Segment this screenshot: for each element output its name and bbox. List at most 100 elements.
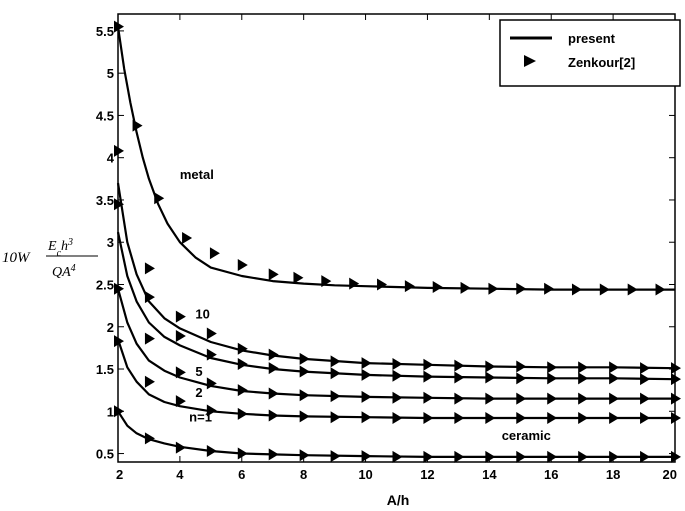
marker-5 — [144, 291, 155, 304]
marker-2 — [485, 392, 496, 405]
marker-ceramic — [114, 405, 124, 418]
y-axis-ticks: 0.5 1 1.5 2 2.5 3 3.5 4 4.5 5 5.5 — [96, 24, 675, 462]
legend-entry-zenkour: Zenkour[2] — [568, 55, 635, 70]
series-metal — [114, 20, 675, 296]
marker-n-1 — [206, 404, 217, 417]
x-tick-label: 14 — [482, 467, 497, 482]
series-group — [114, 20, 681, 463]
marker-5 — [299, 365, 310, 378]
x-tick-label: 2 — [116, 467, 123, 482]
marker-10 — [268, 348, 279, 361]
marker-2 — [330, 390, 341, 403]
marker-ceramic — [609, 450, 620, 463]
y-tick-label: 5 — [107, 66, 114, 81]
marker-metal — [377, 278, 388, 291]
series-label-metal: metal — [180, 167, 214, 182]
x-axis-label: A/h — [387, 492, 410, 508]
marker-metal — [114, 20, 124, 33]
x-tick-label: 16 — [544, 467, 558, 482]
marker-n-1 — [454, 412, 465, 425]
marker-metal — [154, 192, 165, 205]
marker-metal — [544, 282, 555, 295]
marker-5 — [330, 367, 341, 380]
y-tick-label: 4.5 — [96, 108, 114, 123]
marker-2 — [175, 366, 186, 379]
marker-2 — [206, 377, 217, 390]
plot-area — [117, 13, 676, 463]
marker-2 — [640, 392, 651, 405]
marker-5 — [578, 372, 589, 385]
marker-5 — [175, 330, 186, 343]
marker-5 — [640, 373, 651, 386]
marker-5 — [609, 372, 620, 385]
series-label-2: 2 — [195, 385, 202, 400]
x-tick-label: 4 — [176, 467, 184, 482]
marker-ceramic — [516, 450, 527, 463]
marker-2 — [454, 392, 465, 405]
marker-2 — [268, 387, 279, 400]
marker-n-1 — [114, 335, 124, 348]
series-line-2 — [116, 288, 675, 400]
marker-ceramic — [361, 450, 372, 463]
marker-metal — [432, 281, 443, 294]
plot-frame — [117, 13, 676, 463]
marker-5 — [392, 369, 403, 382]
marker-5 — [516, 372, 527, 385]
x-axis-ticks: 2 4 6 8 10 12 14 16 18 20 — [116, 14, 677, 482]
marker-10 — [516, 360, 527, 373]
y-tick-label: 3.5 — [96, 193, 114, 208]
series-n-1 — [114, 335, 681, 425]
marker-ceramic — [454, 450, 465, 463]
marker-10 — [175, 310, 186, 323]
marker-5 — [485, 371, 496, 384]
marker-10 — [454, 359, 465, 372]
series-10 — [114, 144, 681, 375]
marker-ceramic — [671, 450, 681, 463]
y-tick-label: 0.5 — [96, 447, 114, 462]
marker-5 — [423, 370, 434, 383]
marker-5 — [114, 198, 124, 211]
marker-ceramic — [175, 441, 186, 454]
marker-2 — [237, 384, 248, 397]
marker-2 — [144, 332, 155, 345]
marker-n-1 — [237, 407, 248, 420]
marker-metal — [209, 247, 220, 260]
marker-n-1 — [547, 412, 558, 425]
marker-2 — [299, 389, 310, 402]
marker-n-1 — [392, 412, 403, 425]
marker-2 — [361, 390, 372, 403]
y-tick-label: 2.5 — [96, 277, 114, 292]
marker-5 — [547, 372, 558, 385]
marker-2 — [516, 392, 527, 405]
x-tick-label: 6 — [238, 467, 245, 482]
y-tick-label: 5.5 — [96, 24, 114, 39]
marker-metal — [132, 119, 143, 132]
marker-5 — [671, 373, 681, 386]
series-label-5: 5 — [195, 364, 202, 379]
marker-n-1 — [423, 412, 434, 425]
marker-metal — [460, 281, 471, 294]
series-5 — [114, 198, 681, 386]
marker-10 — [144, 262, 155, 275]
marker-ceramic — [547, 450, 558, 463]
series-label-n-1: n=1 — [189, 409, 212, 424]
x-tick-label: 8 — [300, 467, 307, 482]
marker-10 — [547, 361, 558, 374]
marker-ceramic — [330, 450, 341, 463]
marker-10 — [578, 361, 589, 374]
marker-10 — [330, 355, 341, 368]
marker-metal — [293, 271, 304, 284]
legend-triangle-icon — [524, 55, 536, 67]
series-label-ceramic: ceramic — [502, 428, 551, 443]
marker-10 — [392, 357, 403, 370]
x-tick-label: 12 — [420, 467, 434, 482]
marker-n-1 — [268, 409, 279, 422]
marker-n-1 — [609, 412, 620, 425]
x-tick-label: 18 — [606, 467, 620, 482]
marker-ceramic — [268, 448, 279, 461]
x-tick-label: 20 — [663, 467, 677, 482]
marker-metal — [404, 280, 415, 293]
series-ceramic — [114, 405, 681, 463]
y-axis-label-prefix: 10W — [2, 250, 31, 266]
